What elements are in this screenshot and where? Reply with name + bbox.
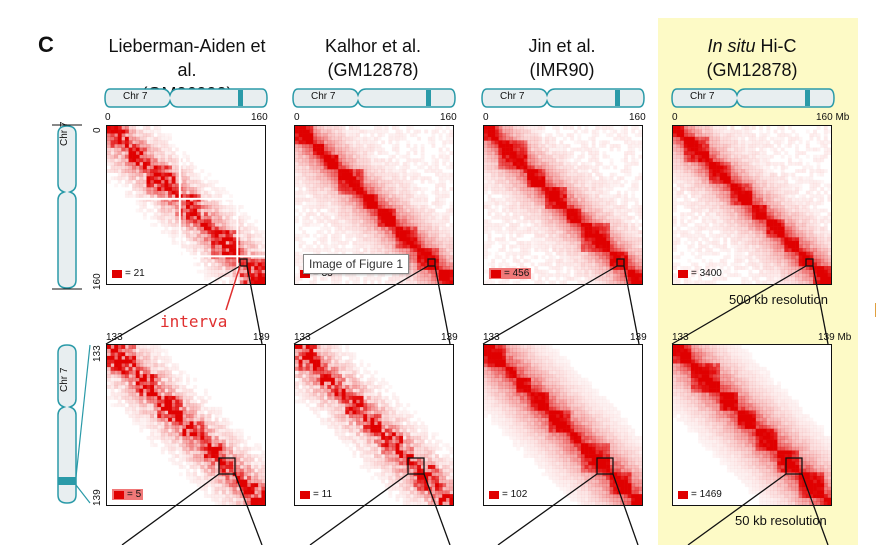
- scroll-marker: [875, 303, 876, 317]
- column-title-2-line2: (GM12878): [327, 60, 419, 80]
- zoom-start-col2: 133: [294, 332, 311, 343]
- heatmap-top-col4-svg: [673, 126, 831, 284]
- zoom-start-col4: 133: [672, 332, 689, 343]
- zoom-start-col3: 133: [483, 332, 500, 343]
- legend-value: = 1469: [691, 489, 722, 500]
- legend-top-col3: = 456: [489, 268, 532, 279]
- heatmap-bottom-col3-svg: [484, 345, 642, 505]
- legend-swatch: [112, 269, 122, 278]
- column-title-4-line2: (GM12878): [706, 60, 798, 80]
- legend-value: = 11: [313, 489, 332, 500]
- chr-label-col1: Chr 7: [123, 91, 148, 102]
- legend-top-col1: = 21: [112, 268, 145, 279]
- zoom-box-top-col3: [616, 258, 625, 267]
- axis-start-col2: 0: [294, 112, 300, 123]
- heatmap-bottom-col1: [106, 344, 266, 506]
- annotation-label: interva: [160, 312, 228, 331]
- column-title-3-line2: (IMR90): [529, 60, 595, 80]
- legend-bottom-col4: = 1469: [678, 489, 722, 500]
- zoom-box-bottom-col1: [218, 457, 236, 475]
- vertical-chromosome-top: [52, 124, 82, 290]
- legend-swatch: [491, 269, 501, 278]
- axis-start-col4: 0: [672, 112, 678, 123]
- axis-end-col2: 160: [440, 112, 457, 123]
- zoom-end-col4: 139 Mb: [818, 332, 852, 343]
- panel-letter: C: [38, 32, 54, 57]
- heatmap-top-col2: [294, 125, 454, 285]
- axis-start-col3: 0: [483, 112, 489, 123]
- zoom-box-top-col2: [427, 258, 436, 267]
- zoom-box-bottom-col2: [407, 457, 425, 475]
- legend-value: = 102: [502, 489, 528, 500]
- annotation-arrow: [225, 265, 241, 311]
- legend-value: = 21: [125, 268, 145, 279]
- heatmap-top-col2-svg: [295, 126, 453, 284]
- legend-swatch: [678, 269, 688, 278]
- heatmap-bottom-col2: [294, 344, 454, 506]
- resolution-bottom-label: 50 kb resolution: [735, 513, 827, 528]
- heatmap-top-col1-svg: [107, 126, 265, 284]
- legend-top-col4: = 3400: [678, 268, 722, 279]
- heatmap-bottom-col1-svg: [107, 345, 265, 505]
- legend-value: = 5: [127, 489, 142, 500]
- legend-value: = 3400: [691, 268, 722, 279]
- chromosome-ideogram-4: [671, 88, 835, 108]
- zoom-start-col1: 133: [106, 332, 123, 343]
- chr-label-col4: Chr 7: [690, 91, 715, 102]
- column-title-4-line1: In situ Hi-C: [667, 34, 837, 58]
- zoom-box-bottom-col4: [785, 457, 803, 475]
- heatmap-bottom-col3: [483, 344, 643, 506]
- legend-swatch: [300, 490, 310, 499]
- legend-swatch: [114, 490, 124, 499]
- axis-end-col1: 160: [251, 112, 268, 123]
- heatmap-bottom-col2-svg: [295, 345, 453, 505]
- chromosome-ideogram-3: [481, 88, 645, 108]
- zoom-box-bottom-col3: [596, 457, 614, 475]
- legend-value: = 456: [504, 268, 530, 279]
- column-title-3: Jin et al. (IMR90): [477, 34, 647, 82]
- zoom-box-top-col1: [239, 258, 248, 267]
- zoom-box-top-col4: [805, 258, 814, 267]
- legend-swatch: [678, 490, 688, 499]
- column-title-4: In situ Hi-C (GM12878): [667, 34, 837, 82]
- legend-swatch: [489, 490, 499, 499]
- axis-start-col1: 0: [105, 112, 111, 123]
- column-title-1-line1: Lieberman-Aiden et al.: [108, 36, 266, 80]
- axis-end-col3: 160: [629, 112, 646, 123]
- heatmap-top-col4: [672, 125, 832, 285]
- chr-label-col3: Chr 7: [500, 91, 525, 102]
- legend-bottom-col1: = 5: [112, 489, 144, 500]
- hic-text: Hi-C: [755, 36, 797, 56]
- figure-tooltip: Image of Figure 1: [303, 254, 410, 274]
- legend-bottom-col3: = 102: [489, 489, 527, 500]
- heatmap-top-col1: [106, 125, 266, 285]
- chromosome-ideogram-2: [292, 88, 456, 108]
- column-title-2: Kalhor et al. (GM12878): [288, 34, 458, 82]
- axis-end-col4: 160 Mb: [816, 112, 850, 123]
- legend-bottom-col2: = 11: [300, 489, 332, 500]
- vertical-chromosome-bottom: [57, 344, 91, 504]
- column-title-2-line1: Kalhor et al.: [324, 36, 422, 56]
- chromosome-ideogram-1: [104, 88, 268, 108]
- column-title-3-line1: Jin et al.: [528, 36, 596, 56]
- chr-label-col2: Chr 7: [311, 91, 336, 102]
- in-situ-italic: In situ: [707, 36, 756, 56]
